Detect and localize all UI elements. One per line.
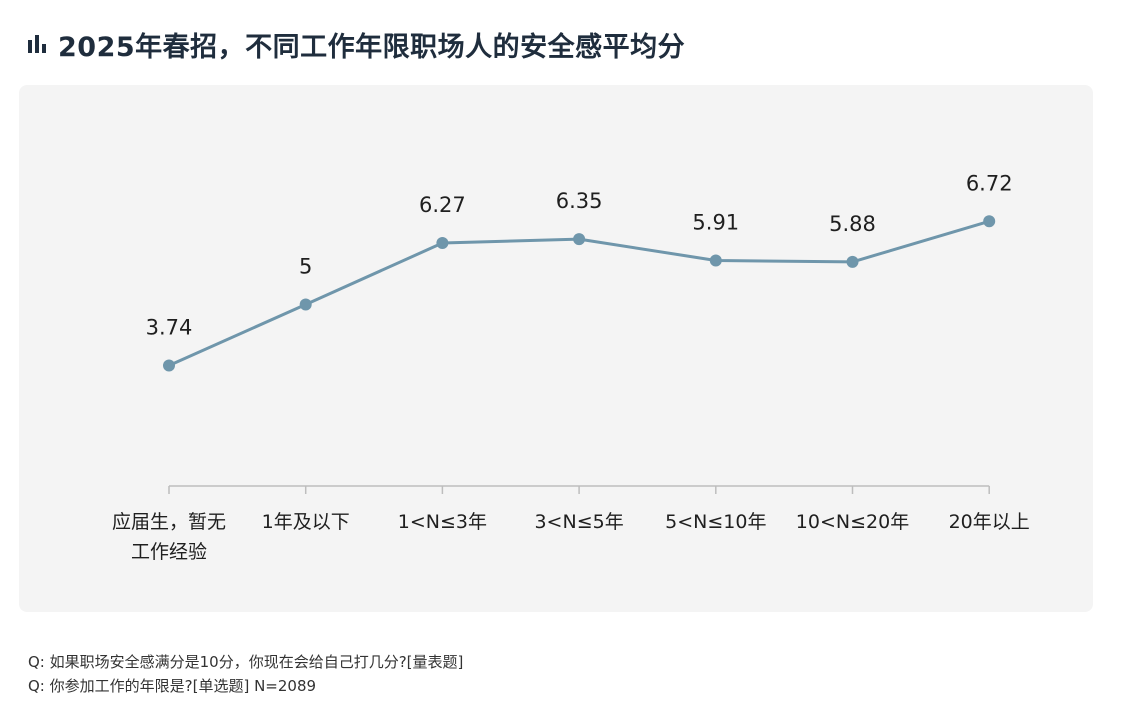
data-point — [709, 254, 722, 267]
data-point — [573, 233, 586, 246]
data-label: 5.88 — [829, 212, 876, 236]
x-tick-label: 应届生，暂无 — [112, 511, 226, 533]
data-point — [299, 298, 312, 311]
x-tick-label: 3<N≤5年 — [534, 511, 623, 533]
x-tick-label: 20年以上 — [949, 511, 1030, 533]
data-label: 5 — [299, 255, 312, 279]
footnotes: Q: 如果职场安全感满分是10分，你现在会给自己打几分?[量表题] Q: 你参加… — [28, 650, 463, 698]
data-label: 3.74 — [146, 315, 193, 339]
x-tick-label: 1<N≤3年 — [398, 511, 487, 533]
chart-title: 2025年春招，不同工作年限职场人的安全感平均分 — [58, 31, 686, 63]
data-point — [846, 255, 859, 268]
data-label: 6.35 — [556, 189, 603, 213]
footnote-years-question: Q: 你参加工作的年限是?[单选题] N=2089 — [28, 677, 317, 695]
data-label: 6.27 — [419, 193, 466, 217]
data-point — [983, 215, 996, 228]
x-tick-label: 1年及以下 — [262, 511, 350, 533]
x-tick-label: 10<N≤20年 — [796, 511, 909, 533]
chart-card: 3.74 5 6.27 6.35 5.91 5.88 6.72 应届生，暂无 工作经验 1年及以下… — [19, 85, 1093, 612]
footnote-scale-question: Q: 如果职场安全感满分是10分，你现在会给自己打几分?[量表题] — [28, 653, 464, 671]
data-point — [163, 359, 175, 372]
x-tick-label: 5<N≤10年 — [665, 511, 766, 533]
title-row: 2025年春招，不同工作年限职场人的安全感平均分 — [26, 24, 685, 64]
data-label: 6.72 — [966, 171, 1013, 195]
bar-chart-icon — [28, 35, 46, 53]
x-tick-label: 工作经验 — [131, 541, 207, 563]
data-point — [436, 237, 449, 250]
data-label: 5.91 — [692, 210, 739, 234]
